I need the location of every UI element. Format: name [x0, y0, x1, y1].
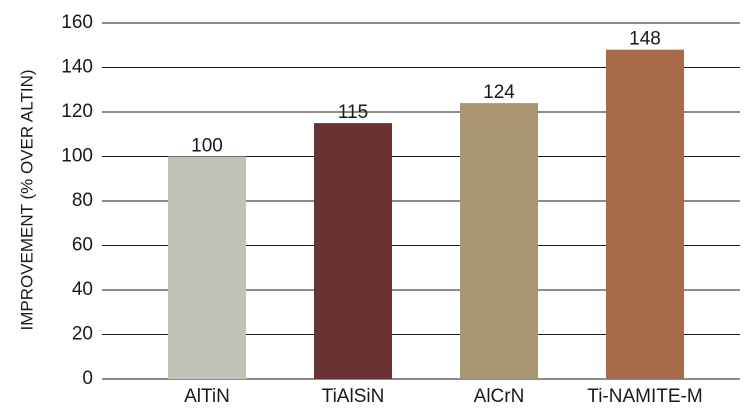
y-axis-label: IMPROVEMENT (% OVER ALTIN)	[17, 69, 36, 330]
y-tick-label: 0	[82, 368, 93, 389]
x-tick-label: Ti-NAMITE-M	[587, 386, 702, 407]
data-label: 148	[629, 29, 661, 50]
x-tick-label: AlTiN	[184, 386, 230, 407]
y-tick-label: 20	[72, 324, 93, 345]
bars	[168, 49, 684, 379]
bar-ti-namite-m	[606, 49, 684, 379]
x-tick-labels: AlTiN TiAlSiN AlCrN Ti-NAMITE-M	[184, 386, 703, 407]
bar-tialsin	[314, 123, 392, 379]
bar-alcrn	[460, 103, 538, 379]
y-tick-label: 140	[61, 57, 93, 78]
y-tick-label: 60	[72, 235, 93, 256]
x-tick-label: TiAlSiN	[322, 386, 385, 407]
y-tick-label: 120	[61, 101, 93, 122]
data-label: 100	[191, 136, 223, 157]
y-tick-label: 160	[61, 12, 93, 33]
data-label: 115	[338, 102, 368, 123]
data-labels: 100 115 124 148	[191, 29, 661, 157]
y-tick-label: 100	[61, 146, 93, 167]
data-label: 124	[483, 82, 515, 103]
y-tick-label: 40	[72, 279, 93, 300]
y-tick-label: 80	[72, 190, 93, 211]
bar-altin	[168, 156, 246, 379]
y-tick-labels: 0 20 40 60 80 100 120 140 160	[61, 12, 93, 389]
x-tick-label: AlCrN	[474, 386, 525, 407]
